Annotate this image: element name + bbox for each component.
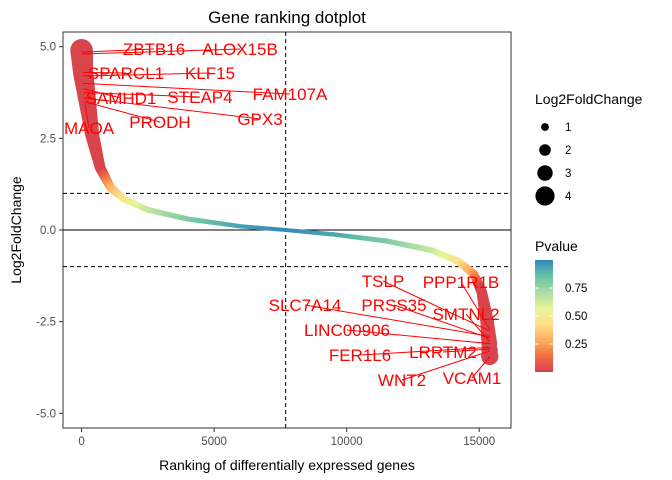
color-legend-label: 0.25 [565, 339, 587, 351]
gene-label: SAMHD1 [86, 89, 157, 108]
y-tick-label: 2.5 [40, 133, 56, 145]
gene-label: PPP1R1B [423, 273, 500, 292]
gene-label-connector [83, 92, 201, 98]
gene-label: PRODH [129, 113, 190, 132]
gene-label-connector [82, 48, 241, 55]
gene-label: SLC7A14 [269, 296, 342, 315]
gene-label-connector [442, 348, 490, 353]
gene-label: FAM107A [253, 85, 328, 104]
gene-label: STEAP4 [167, 88, 232, 107]
gene-label: TSLP [362, 272, 405, 291]
gene-label: GPX3 [237, 110, 282, 129]
gene-label-connector [84, 101, 161, 123]
gene-label: LINC00906 [304, 321, 390, 340]
gene-label: PRSS35 [361, 296, 426, 315]
color-legend-title: Pvalue [535, 238, 578, 254]
color-legend: Pvalue 0.75 0.50 0.25 [535, 238, 587, 372]
chart-title: Gene ranking dotplot [208, 8, 366, 27]
size-legend-entries: 1 2 3 4 [535, 122, 572, 206]
color-legend-bar [535, 260, 553, 372]
gene-label-connector [359, 346, 490, 356]
y-tick-label: -2.5 [36, 317, 56, 329]
size-legend-label: 4 [565, 191, 572, 203]
gene-label-connector [84, 97, 261, 120]
size-legend-key [537, 165, 553, 181]
gene-label: KLF15 [185, 64, 235, 83]
gene-label-connector [471, 356, 491, 379]
size-legend-label: 3 [565, 168, 571, 180]
color-legend-label: 0.50 [565, 311, 587, 323]
gene-label-connector [82, 72, 211, 77]
size-legend-key [535, 186, 555, 206]
x-tick-label: 15000 [463, 436, 495, 448]
gene-label-connector [460, 281, 490, 330]
gene-label: MAOA [64, 119, 115, 138]
y-tick-label: -5.0 [36, 408, 56, 420]
color-legend-label: 0.75 [565, 283, 587, 295]
gene-label: FER1L6 [329, 346, 391, 365]
plot-area: ZBTB16 ALOX15B SPARCL1 KLF15 FAM107A SAMHD1 ST… [62, 31, 512, 429]
x-axis-title: Ranking of differentially expressed gene… [159, 457, 415, 473]
y-axis-title: Log2FoldChange [8, 176, 24, 284]
y-tick-label: 0.0 [40, 225, 56, 237]
gene-label: ALOX15B [202, 40, 278, 59]
size-legend-title: Log2FoldChange [535, 91, 643, 107]
gene-label: ZBTB16 [123, 40, 185, 59]
gene-label-connector [346, 329, 490, 345]
gene-label-connector [84, 103, 90, 129]
x-tick-label: 5000 [201, 436, 227, 448]
x-tick-label: 0 [78, 436, 84, 448]
gene-label: LRRTM2 [409, 343, 477, 362]
y-axis: -5.0 -2.5 0.0 2.5 5.0 [36, 42, 63, 420]
x-tick-label: 10000 [331, 436, 363, 448]
size-legend-label: 2 [565, 145, 571, 157]
gene-label-connector [81, 48, 155, 53]
gene-label: WNT2 [378, 371, 426, 390]
color-legend-ticks: 0.75 0.50 0.25 [535, 283, 587, 351]
size-legend-key [541, 123, 549, 131]
gene-label-connectors [81, 48, 491, 381]
gene-label-connector [465, 313, 491, 343]
size-legend: Log2FoldChange 1 2 3 4 [535, 91, 643, 206]
data-points [70, 39, 499, 366]
gene-label-connector [382, 280, 490, 332]
gene-label-connector [304, 304, 490, 337]
gene-label-connector [393, 304, 490, 339]
gene-label-connector [401, 350, 490, 381]
gene-label-connector [82, 71, 127, 74]
gene-label-connector [83, 82, 291, 95]
gene-label: VCAM1 [443, 369, 502, 388]
y-tick-label: 5.0 [40, 42, 56, 54]
size-legend-label: 1 [565, 122, 571, 134]
gene-label: SPARCL1 [88, 64, 164, 83]
size-legend-key [539, 144, 551, 156]
x-axis: 0 5000 10000 15000 [78, 428, 495, 448]
gene-labels: ZBTB16 ALOX15B SPARCL1 KLF15 FAM107A SAMHD1 ST… [64, 40, 501, 390]
gene-label: SMTNL2 [432, 305, 499, 324]
